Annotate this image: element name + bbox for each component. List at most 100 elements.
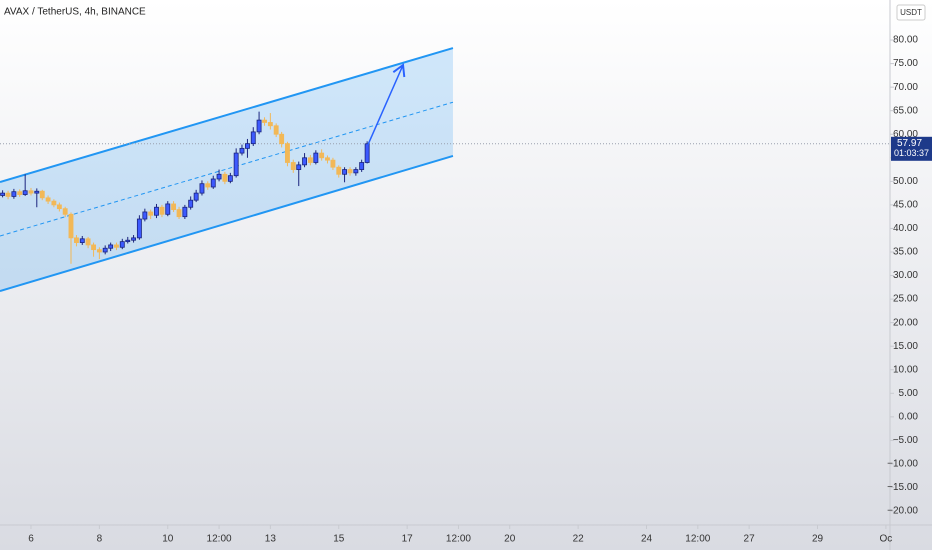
y-tick-label: 0.00 bbox=[899, 411, 919, 422]
candle-body bbox=[227, 175, 233, 182]
y-tick-label: 40.00 bbox=[893, 223, 918, 234]
candle-body bbox=[154, 206, 159, 216]
x-tick-label: 27 bbox=[744, 534, 756, 545]
y-tick-label: 60.00 bbox=[893, 129, 918, 140]
x-tick-label: 24 bbox=[641, 534, 653, 545]
candle-body bbox=[222, 173, 228, 182]
candle-body bbox=[136, 218, 142, 239]
y-tick-label: −20.00 bbox=[887, 506, 918, 517]
candle-body bbox=[330, 159, 336, 168]
candle-body bbox=[256, 119, 262, 133]
candle-body bbox=[245, 143, 250, 149]
x-tick-label: 17 bbox=[402, 534, 414, 545]
candle-body bbox=[114, 244, 119, 248]
y-tick-label: 15.00 bbox=[893, 341, 918, 352]
x-tick-label: 22 bbox=[573, 534, 585, 545]
candle-body bbox=[0, 192, 6, 196]
y-tick-label: −15.00 bbox=[887, 482, 918, 493]
channel-upper bbox=[0, 47, 454, 184]
candle-body bbox=[182, 206, 188, 218]
candle-body bbox=[159, 206, 165, 215]
candle-body bbox=[285, 143, 290, 163]
candle-body bbox=[91, 244, 96, 251]
candle-body bbox=[302, 157, 307, 166]
candle-body bbox=[353, 169, 359, 174]
candle-body bbox=[56, 204, 62, 210]
x-tick-label: 12:00 bbox=[207, 534, 232, 545]
candle-body bbox=[347, 169, 353, 174]
y-tick-label: 10.00 bbox=[893, 364, 918, 375]
candle-body bbox=[364, 143, 370, 163]
candle-body bbox=[210, 178, 216, 188]
candle-body bbox=[79, 238, 85, 243]
arrow bbox=[367, 63, 406, 146]
candle-body bbox=[119, 241, 125, 248]
candle-body bbox=[250, 131, 256, 145]
y-tick-label: 25.00 bbox=[893, 294, 918, 305]
x-tick-label: 6 bbox=[28, 534, 34, 545]
candle-body bbox=[51, 200, 57, 206]
candle-body bbox=[34, 190, 40, 194]
x-tick-label: 8 bbox=[97, 534, 103, 545]
candle-body bbox=[319, 152, 325, 159]
candle-body bbox=[216, 173, 222, 180]
candle-body bbox=[22, 190, 28, 195]
x-tick-label: 20 bbox=[504, 534, 516, 545]
candle-body bbox=[273, 125, 279, 135]
x-tick-label: 12:00 bbox=[685, 534, 710, 545]
candle-body bbox=[325, 157, 330, 161]
candle-body bbox=[307, 157, 313, 163]
y-tick-label: 5.00 bbox=[899, 388, 919, 399]
x-tick-label: 15 bbox=[333, 534, 345, 545]
candle-body bbox=[205, 183, 211, 188]
candle-body bbox=[125, 239, 131, 243]
candle-body bbox=[193, 192, 199, 201]
x-tick-label: 13 bbox=[265, 534, 277, 545]
plot-area bbox=[0, 47, 890, 293]
candle-body bbox=[267, 122, 273, 127]
y-tick-label: 65.00 bbox=[893, 105, 918, 116]
x-tick-label: 29 bbox=[812, 534, 824, 545]
currency-box[interactable] bbox=[896, 4, 926, 21]
candle-body bbox=[290, 162, 296, 170]
y-tick-label: 45.00 bbox=[893, 200, 918, 211]
y-tick-label: 50.00 bbox=[893, 176, 918, 187]
candle-body bbox=[359, 162, 365, 170]
candle-body bbox=[5, 192, 11, 197]
candle-body bbox=[188, 199, 194, 208]
candle-body bbox=[148, 211, 154, 216]
candle-body bbox=[342, 169, 347, 175]
candle-body bbox=[85, 238, 91, 246]
y-tick-label: 35.00 bbox=[893, 247, 918, 258]
candle-body bbox=[239, 147, 245, 154]
candle-body bbox=[39, 190, 45, 199]
candle-body bbox=[233, 152, 239, 177]
candle-body bbox=[279, 133, 285, 145]
candle-body bbox=[131, 237, 137, 241]
price-label: 57.97 bbox=[897, 138, 922, 149]
candle-body bbox=[102, 247, 108, 253]
y-tick-label: −10.00 bbox=[887, 459, 918, 470]
y-tick-label: 30.00 bbox=[893, 270, 918, 281]
candle-body bbox=[74, 237, 79, 243]
y-tick-label: 75.00 bbox=[893, 58, 918, 69]
currency-label: USDT bbox=[900, 8, 922, 17]
candle-body bbox=[336, 166, 342, 175]
y-tick-label: −5.00 bbox=[893, 435, 919, 446]
candle-body bbox=[165, 203, 171, 215]
y-tick-label: 20.00 bbox=[893, 317, 918, 328]
y-tick-label: 80.00 bbox=[893, 35, 918, 46]
candle-body bbox=[262, 119, 267, 123]
candle-body bbox=[108, 244, 114, 249]
candle-body bbox=[176, 209, 182, 218]
axes: 80.0075.0070.0065.0060.0055.0050.0045.00… bbox=[28, 35, 932, 545]
candle-body bbox=[171, 203, 177, 211]
channel-fill bbox=[0, 48, 453, 292]
candle-body bbox=[28, 190, 34, 194]
candle-body bbox=[17, 191, 23, 195]
candle-body bbox=[313, 152, 319, 163]
y-tick-label: 70.00 bbox=[893, 82, 918, 93]
